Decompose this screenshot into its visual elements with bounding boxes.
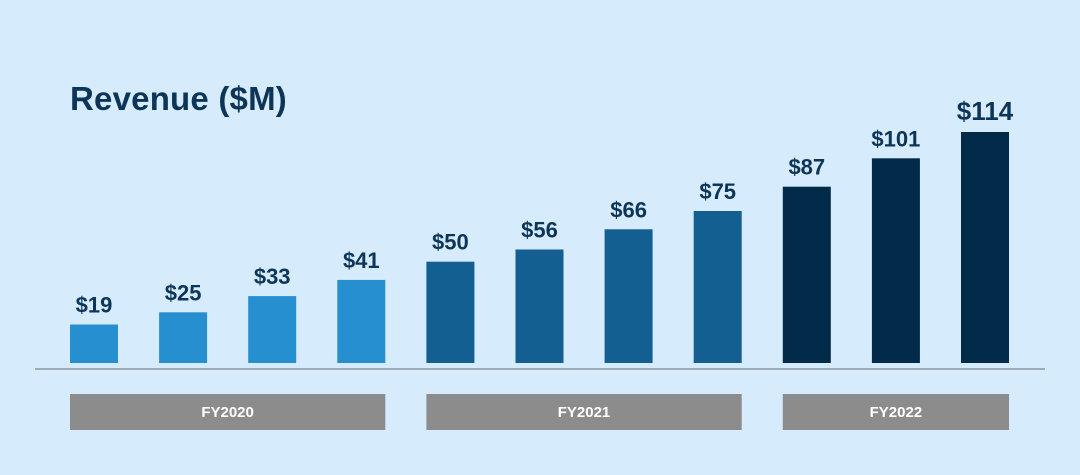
chart-title: Revenue ($M) <box>70 80 287 117</box>
group-bands-layer: FY2020 FY2021 FY2022 <box>70 394 1009 430</box>
bar-2 <box>159 312 208 363</box>
bar-11 <box>961 132 1009 363</box>
bar-10 <box>871 158 920 363</box>
bar-value-label-7: $66 <box>610 197 647 222</box>
bar-value-label-2: $25 <box>165 280 202 305</box>
group-label-2: FY2021 <box>558 404 611 421</box>
bar-6 <box>515 249 564 363</box>
bar-value-label-10: $101 <box>871 126 920 151</box>
bar-value-label-3: $33 <box>254 264 291 289</box>
bar-4 <box>337 279 386 363</box>
bar-value-label-11: $114 <box>957 96 1014 126</box>
bar-value-label-9: $87 <box>788 155 825 180</box>
bars-layer <box>70 132 1009 363</box>
group-band-2 <box>426 394 742 430</box>
group-band-1 <box>70 394 386 430</box>
bar-3 <box>248 296 297 363</box>
bar-7 <box>604 229 653 363</box>
group-label-3: FY2022 <box>870 404 923 421</box>
bar-value-label-1: $19 <box>76 293 113 318</box>
bar-value-label-8: $75 <box>699 179 736 204</box>
group-label-1: FY2020 <box>201 404 254 421</box>
bar-value-label-6: $56 <box>521 218 558 243</box>
bar-value-label-4: $41 <box>343 248 380 273</box>
bar-8 <box>693 211 742 363</box>
bar-5 <box>426 261 475 363</box>
bar-value-label-5: $50 <box>432 230 469 255</box>
value-labels-layer: $19 $25 $33 $41 $50 $56 $66 $75 $87 $101 $114 <box>76 96 1014 318</box>
group-band-3 <box>782 394 1009 430</box>
bar-9 <box>782 186 831 363</box>
bar-1 <box>70 324 118 363</box>
